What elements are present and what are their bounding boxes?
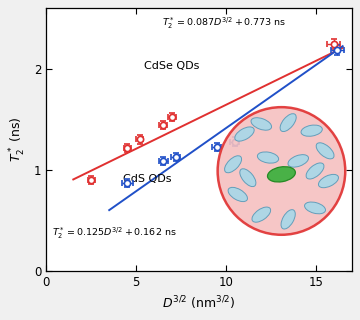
Text: CdSe QDs: CdSe QDs bbox=[144, 61, 199, 71]
X-axis label: $D^{3/2}$ (nm$^{3/2}$): $D^{3/2}$ (nm$^{3/2}$) bbox=[162, 294, 236, 312]
Y-axis label: $T_2^*$ (ns): $T_2^*$ (ns) bbox=[8, 116, 28, 162]
Text: $T_2^* = 0.125D^{3/2} + 0.162$ ns: $T_2^* = 0.125D^{3/2} + 0.162$ ns bbox=[53, 226, 177, 241]
Text: CdS QDs: CdS QDs bbox=[123, 174, 171, 184]
Text: $T_2^* = 0.087D^{3/2} + 0.773$ ns: $T_2^* = 0.087D^{3/2} + 0.773$ ns bbox=[162, 16, 286, 31]
